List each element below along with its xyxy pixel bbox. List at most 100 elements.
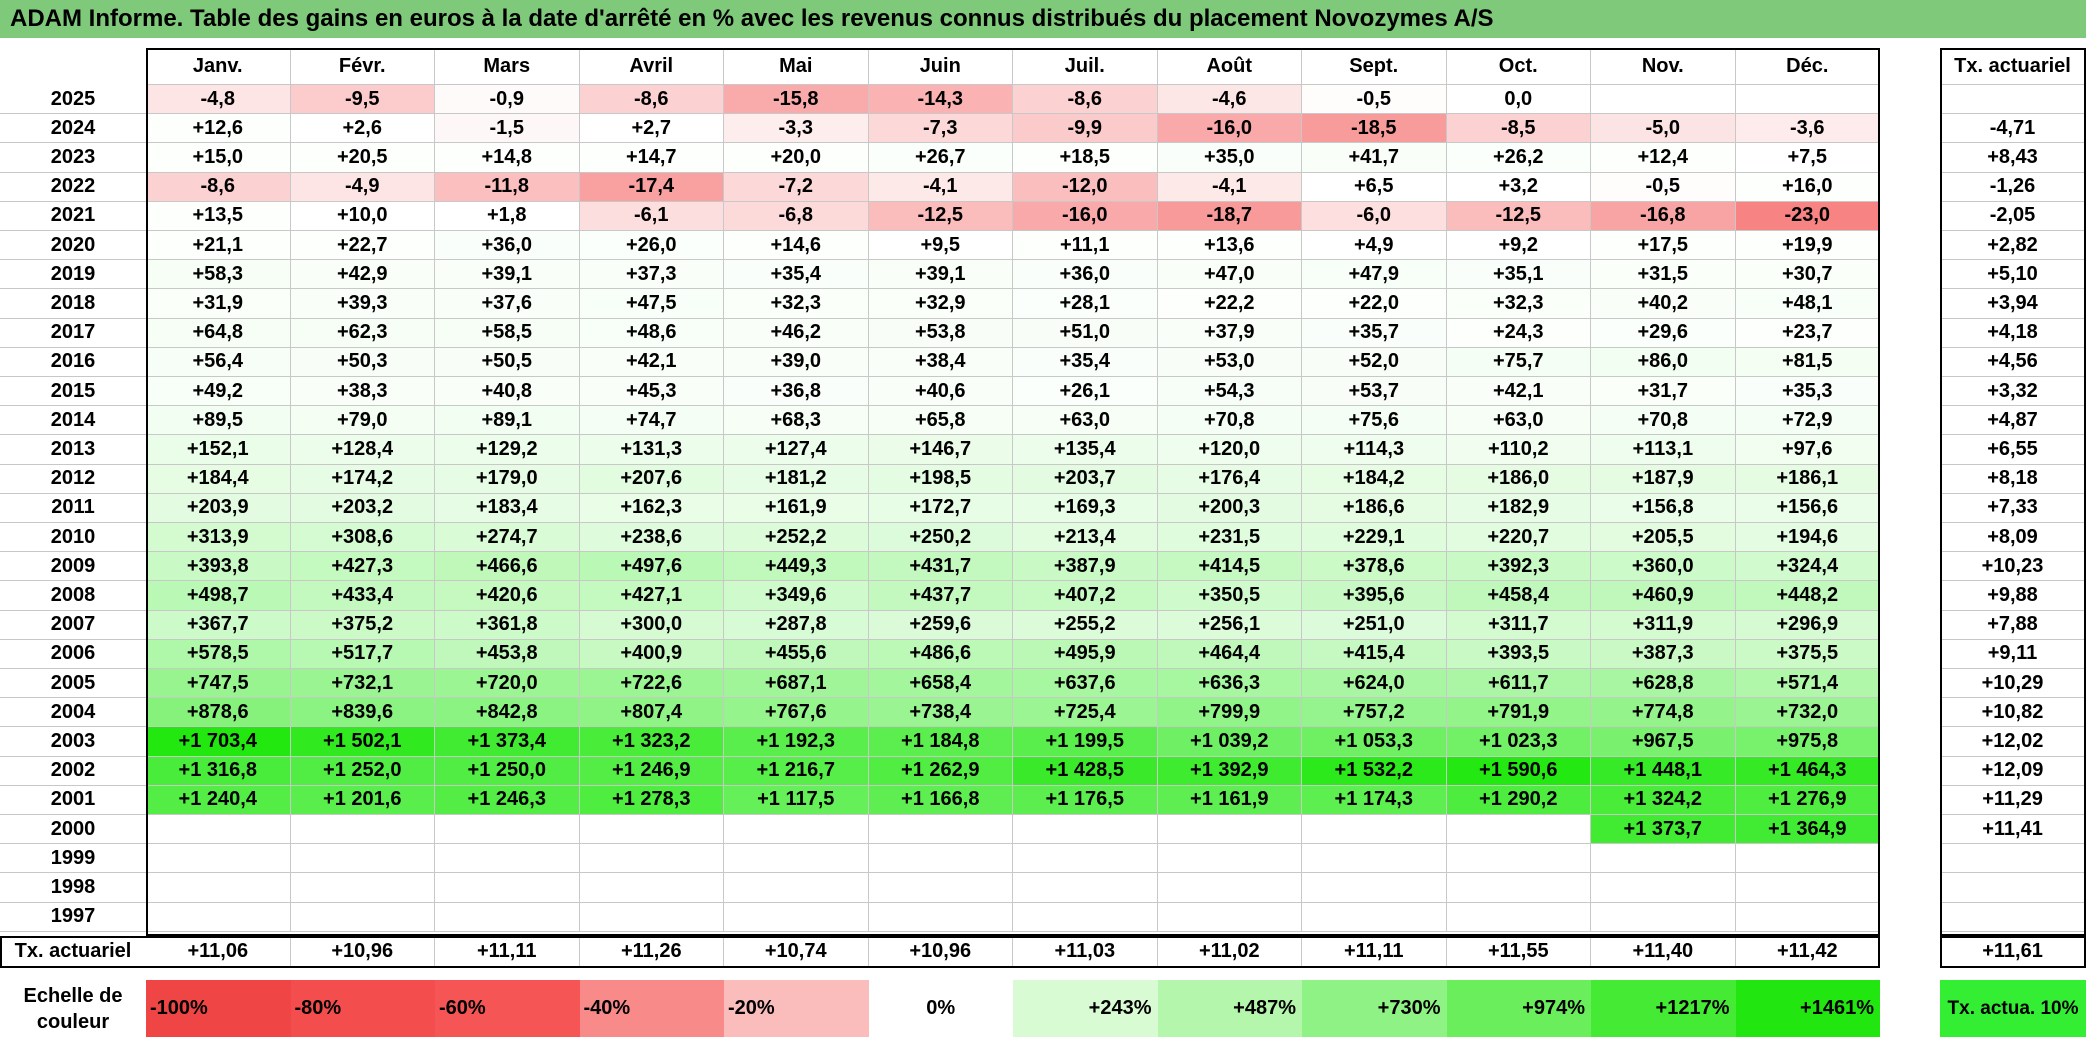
table-cell (724, 902, 869, 932)
table-cell: +198,5 (868, 464, 1013, 494)
table-cell: +26,1 (1013, 377, 1158, 407)
table-cell: +415,4 (1302, 639, 1447, 669)
year-label: 2022 (0, 173, 146, 202)
annual-rate-cell: +7,33 (1940, 493, 2086, 523)
table-cell: +414,5 (1157, 552, 1302, 582)
month-header: Mars (435, 48, 580, 85)
table-cell: +1 174,3 (1302, 785, 1447, 815)
table-cell (1735, 85, 1880, 115)
table-cell: +375,5 (1735, 639, 1880, 669)
table-cell: +14,6 (724, 231, 869, 261)
table-cell: +40,8 (435, 377, 580, 407)
table-cell: +29,6 (1591, 318, 1736, 348)
table-cell: +203,7 (1013, 464, 1158, 494)
table-cell: +498,7 (146, 581, 291, 611)
table-cell: +47,9 (1302, 260, 1447, 290)
year-label: 2001 (0, 786, 146, 815)
table-cell: +12,4 (1591, 143, 1736, 173)
table-cell: -4,8 (146, 85, 291, 115)
table-cell: +42,1 (579, 347, 724, 377)
table-cell: +186,1 (1735, 464, 1880, 494)
table-cell: -12,5 (868, 201, 1013, 231)
year-label: 2000 (0, 815, 146, 845)
table-cell: +203,9 (146, 493, 291, 523)
table-cell: -0,5 (1591, 172, 1736, 202)
month-header: Déc. (1735, 48, 1880, 85)
table-cell: +22,2 (1157, 289, 1302, 319)
table-cell: +255,2 (1013, 610, 1158, 640)
table-cell: +387,9 (1013, 552, 1158, 582)
table-cell: +1,8 (435, 201, 580, 231)
table-cell: +187,9 (1591, 464, 1736, 494)
table-cell: +205,5 (1591, 523, 1736, 553)
table-cell: +1 428,5 (1013, 756, 1158, 786)
table-cell (1302, 844, 1447, 874)
table-cell: +54,3 (1157, 377, 1302, 407)
table-cell: +12,6 (146, 114, 291, 144)
table-cell: -0,5 (1302, 85, 1447, 115)
color-scale-swatch: +243% (1013, 980, 1158, 1037)
page-title: ADAM Informe. Table des gains en euros à… (0, 0, 2086, 38)
table-cell (1446, 844, 1591, 874)
color-scale-swatch: +730% (1302, 980, 1447, 1037)
table-cell: +571,4 (1735, 669, 1880, 699)
table-cell (1591, 844, 1736, 874)
annual-rate-cell: +5,10 (1940, 260, 2086, 290)
table-cell: +26,7 (868, 143, 1013, 173)
table-cell: +89,1 (435, 406, 580, 436)
annual-rate-cell: +3,32 (1940, 377, 2086, 407)
table-cell: +203,2 (290, 493, 435, 523)
table-cell: +495,9 (1013, 639, 1158, 669)
table-cell: +1 176,5 (1013, 785, 1158, 815)
table-cell: +21,1 (146, 231, 291, 261)
table-cell (724, 873, 869, 903)
annual-rate-cell: +9,88 (1940, 581, 2086, 611)
table-cell: +186,0 (1446, 464, 1591, 494)
table-cell: +37,6 (435, 289, 580, 319)
table-cell: +48,6 (579, 318, 724, 348)
table-cell: +725,4 (1013, 698, 1158, 728)
table-cell: +53,0 (1157, 347, 1302, 377)
table-cell: +395,6 (1302, 581, 1447, 611)
table-cell: +13,6 (1157, 231, 1302, 261)
annual-rate-cell: +10,82 (1940, 698, 2086, 728)
table-cell: +687,1 (724, 669, 869, 699)
table-cell: +313,9 (146, 523, 291, 553)
table-cell: +36,0 (435, 231, 580, 261)
table-cell: -7,2 (724, 172, 869, 202)
table-cell: +53,7 (1302, 377, 1447, 407)
table-cell (1157, 873, 1302, 903)
table-cell: +1 448,1 (1591, 756, 1736, 786)
table-cell: +35,7 (1302, 318, 1447, 348)
table-cell: +767,6 (724, 698, 869, 728)
table-cell: +420,6 (435, 581, 580, 611)
table-cell: +350,5 (1157, 581, 1302, 611)
month-header: Juin (868, 48, 1013, 85)
table-cell: +15,0 (146, 143, 291, 173)
table-cell: +220,7 (1446, 523, 1591, 553)
table-cell: +63,0 (1013, 406, 1158, 436)
table-cell (290, 815, 435, 845)
footer-label: Tx. actuariel (0, 936, 146, 968)
table-cell: +433,4 (290, 581, 435, 611)
table-cell: +58,5 (435, 318, 580, 348)
year-label: 2012 (0, 465, 146, 494)
table-cell: +455,6 (724, 639, 869, 669)
footer-annual-cell: +11,61 (1940, 936, 2086, 968)
table-cell: -6,0 (1302, 201, 1447, 231)
table-cell: -4,1 (1157, 172, 1302, 202)
table-cell: +720,0 (435, 669, 580, 699)
table-cell: +2,7 (579, 114, 724, 144)
table-cell: +517,7 (290, 639, 435, 669)
table-cell: -9,5 (290, 85, 435, 115)
table-cell: +393,5 (1446, 639, 1591, 669)
table-cell: +47,5 (579, 289, 724, 319)
table-cell: +37,9 (1157, 318, 1302, 348)
year-label: 1999 (0, 844, 146, 874)
table-cell: +1 117,5 (724, 785, 869, 815)
annual-rate-cell: +11,29 (1940, 785, 2086, 815)
year-label: 2005 (0, 669, 146, 699)
table-cell: +1 023,3 (1446, 727, 1591, 757)
table-cell: +611,7 (1446, 669, 1591, 699)
table-cell: +40,6 (868, 377, 1013, 407)
